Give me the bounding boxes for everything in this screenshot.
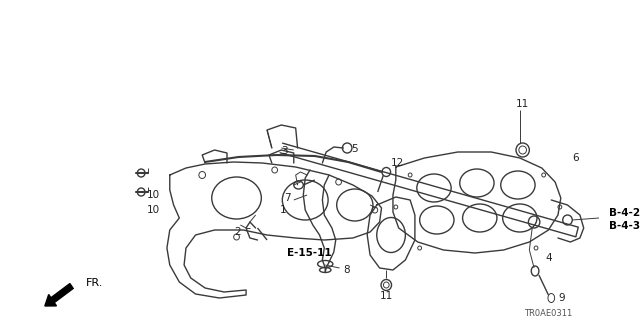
Text: 8: 8 xyxy=(344,265,350,275)
Text: 10: 10 xyxy=(147,190,160,200)
Text: 9: 9 xyxy=(558,293,564,303)
Text: 11: 11 xyxy=(516,99,529,109)
Text: 10: 10 xyxy=(147,205,160,215)
Text: 12: 12 xyxy=(391,158,404,168)
Text: 1: 1 xyxy=(280,205,286,215)
Text: 7: 7 xyxy=(284,193,291,203)
Text: B-4-3: B-4-3 xyxy=(609,221,639,231)
Text: FR.: FR. xyxy=(86,278,103,288)
Text: B-4-2: B-4-2 xyxy=(609,208,639,218)
Text: 3: 3 xyxy=(282,146,288,156)
Text: E-15-11: E-15-11 xyxy=(287,248,332,258)
Text: 5: 5 xyxy=(351,144,358,154)
Text: 4: 4 xyxy=(545,253,552,263)
Text: 2: 2 xyxy=(235,227,241,237)
FancyArrow shape xyxy=(45,284,73,306)
Text: 6: 6 xyxy=(572,153,579,163)
Text: 11: 11 xyxy=(380,291,393,301)
Text: TR0AE0311: TR0AE0311 xyxy=(524,309,572,318)
